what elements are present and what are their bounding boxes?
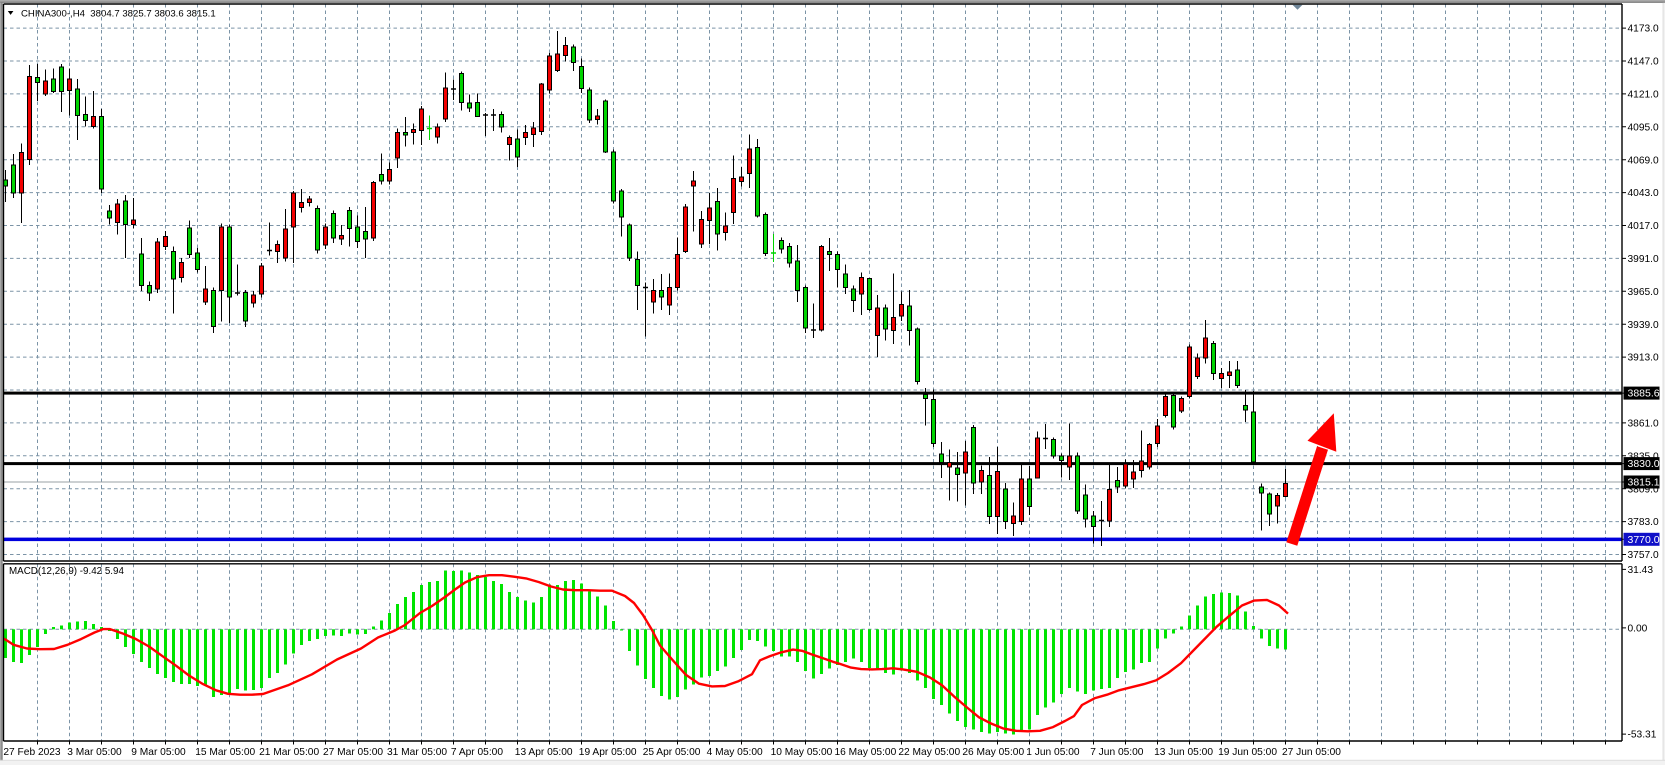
svg-text:13 Jun 05:00: 13 Jun 05:00 <box>1154 747 1213 758</box>
svg-text:3830.0: 3830.0 <box>1628 458 1660 470</box>
svg-text:3835.0: 3835.0 <box>1628 451 1659 462</box>
svg-text:4 May 05:00: 4 May 05:00 <box>707 747 763 758</box>
svg-text:4121.0: 4121.0 <box>1628 90 1659 101</box>
svg-text:4147.0: 4147.0 <box>1628 57 1659 68</box>
svg-text:26 May 05:00: 26 May 05:00 <box>962 747 1024 758</box>
svg-text:13 Apr 05:00: 13 Apr 05:00 <box>515 747 573 758</box>
svg-text:7 Apr 05:00: 7 Apr 05:00 <box>451 747 503 758</box>
svg-text:16 May 05:00: 16 May 05:00 <box>835 747 897 758</box>
svg-text:3861.0: 3861.0 <box>1628 419 1659 430</box>
svg-text:22 May 05:00: 22 May 05:00 <box>898 747 960 758</box>
svg-text:21 Mar 05:00: 21 Mar 05:00 <box>259 747 319 758</box>
svg-text:1 Jun 05:00: 1 Jun 05:00 <box>1026 747 1080 758</box>
svg-text:31 Mar 05:00: 31 Mar 05:00 <box>387 747 447 758</box>
svg-text:4017.0: 4017.0 <box>1628 221 1659 232</box>
svg-text:7 Jun 05:00: 7 Jun 05:00 <box>1090 747 1144 758</box>
svg-text:3809.0: 3809.0 <box>1628 484 1659 495</box>
svg-text:27 Jun 05:00: 27 Jun 05:00 <box>1282 747 1341 758</box>
svg-text:3965.0: 3965.0 <box>1628 287 1659 298</box>
svg-text:4173.0: 4173.0 <box>1628 24 1659 35</box>
svg-text:19 Jun 05:00: 19 Jun 05:00 <box>1218 747 1277 758</box>
svg-text:3913.0: 3913.0 <box>1628 353 1659 364</box>
svg-text:3885.6: 3885.6 <box>1628 388 1660 400</box>
svg-text:4095.0: 4095.0 <box>1628 122 1659 133</box>
svg-text:3939.0: 3939.0 <box>1628 320 1659 331</box>
svg-text:4043.0: 4043.0 <box>1628 188 1659 199</box>
svg-text:-53.31: -53.31 <box>1628 730 1657 741</box>
svg-text:27 Feb 2023: 27 Feb 2023 <box>3 747 61 758</box>
svg-text:31.43: 31.43 <box>1628 565 1654 576</box>
svg-text:CHINA300-,H4 3804.7 3825.7 38: CHINA300-,H4 3804.7 3825.7 3803.6 3815.1 <box>21 9 216 20</box>
svg-text:3757.0: 3757.0 <box>1628 550 1659 561</box>
svg-text:27 Mar 05:00: 27 Mar 05:00 <box>323 747 383 758</box>
svg-text:3815.1: 3815.1 <box>1628 477 1660 489</box>
svg-text:0.00: 0.00 <box>1628 624 1648 635</box>
svg-text:10 May 05:00: 10 May 05:00 <box>771 747 833 758</box>
svg-text:4069.0: 4069.0 <box>1628 155 1659 166</box>
svg-text:19 Apr 05:00: 19 Apr 05:00 <box>579 747 637 758</box>
svg-text:MACD(12,26,9) -9.42 5.94: MACD(12,26,9) -9.42 5.94 <box>9 566 124 577</box>
svg-text:9 Mar 05:00: 9 Mar 05:00 <box>131 747 186 758</box>
svg-text:15 Mar 05:00: 15 Mar 05:00 <box>195 747 255 758</box>
svg-text:3991.0: 3991.0 <box>1628 254 1659 265</box>
svg-text:3770.0: 3770.0 <box>1628 534 1660 546</box>
svg-text:3 Mar 05:00: 3 Mar 05:00 <box>67 747 122 758</box>
svg-text:3783.0: 3783.0 <box>1628 517 1659 528</box>
svg-text:25 Apr 05:00: 25 Apr 05:00 <box>643 747 701 758</box>
